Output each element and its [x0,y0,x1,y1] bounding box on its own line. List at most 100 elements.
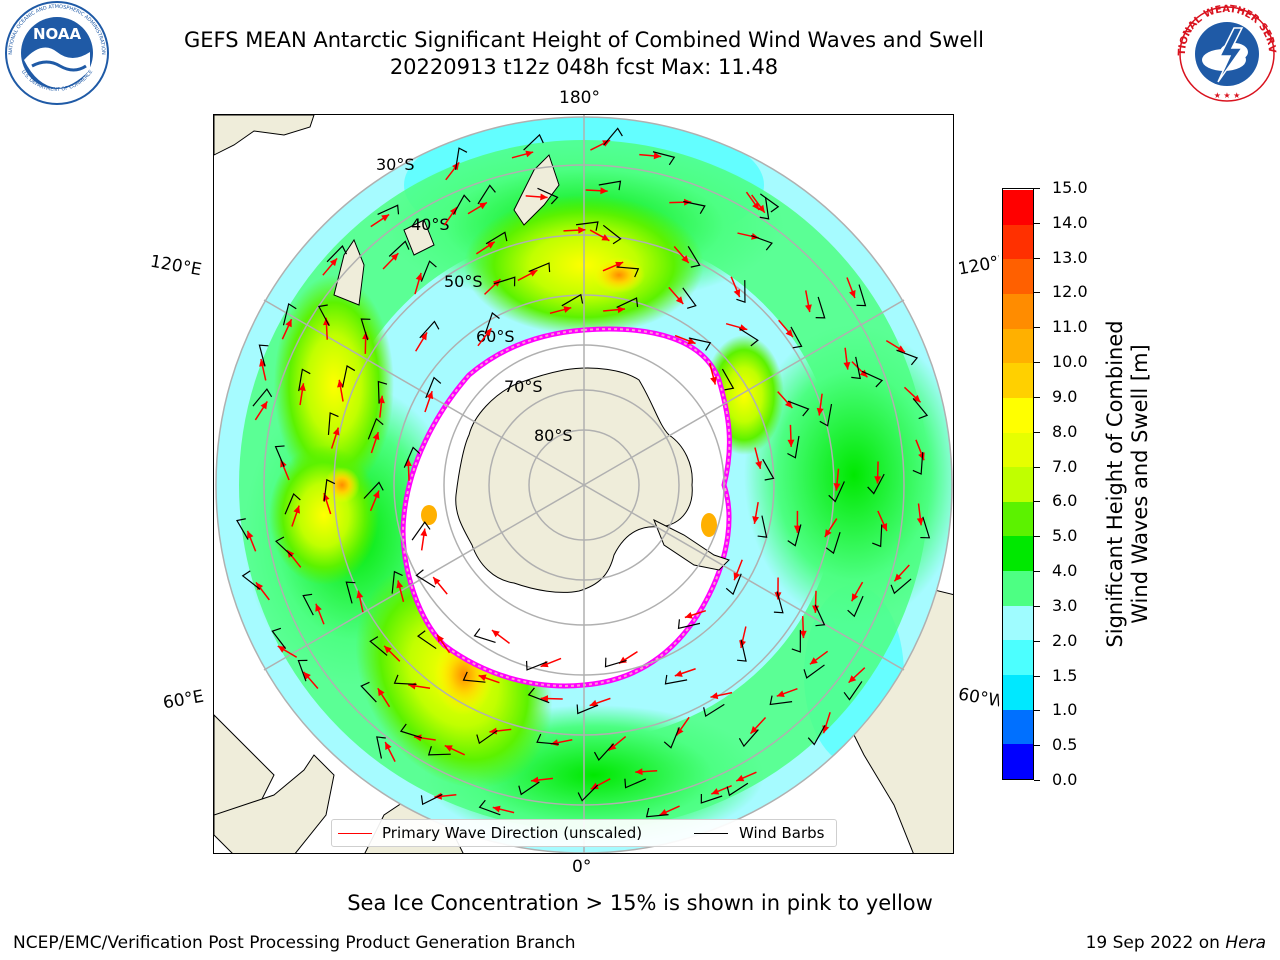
wind-barb [688,337,712,351]
colorbar-segment [1003,293,1033,329]
wave-arrow-head [484,328,492,337]
wave-arrow-head [437,634,445,643]
wind-barb [912,452,924,475]
colorbar-tick-mark [1034,501,1040,503]
wave-arrow-head [491,630,500,638]
wind-barb [738,729,759,748]
wind-barb [484,312,500,335]
colorbar-tick-label: 11.0 [1052,317,1088,337]
chart-subtitle: 20220913 t12z 048h fcst Max: 11.48 [389,55,779,79]
wind-barb [856,284,867,307]
wave-arrow-head [293,505,301,514]
colorbar-tick-label: 0.0 [1052,770,1078,789]
colorbar-segment [1003,535,1033,572]
colorbar-tick-mark [1034,188,1040,189]
wave-arrow-head [404,458,412,467]
lon-label-60e: 60°E [161,686,206,714]
wave-arrow-head [372,432,380,441]
wind-barb [791,629,801,653]
wind-barb [825,532,841,555]
noaa-logo-text: NOAA [33,25,82,43]
wind-barb [577,784,599,802]
wind-barb [757,515,768,538]
colorbar-tick-label: 8.0 [1052,421,1078,441]
wave-arrow-head [377,395,385,404]
wind-barb [275,536,293,557]
wind-barb [236,518,249,540]
wind-barb [603,127,623,146]
lat-label-30s: 30°S [376,155,415,174]
wind-barb [454,147,468,170]
wind-barb [787,400,810,417]
wind-barb [787,524,802,547]
wave-arrow-head [332,427,340,436]
wind-barb [575,221,599,231]
colorbar-tick-mark [1034,710,1040,712]
wind-barb [284,492,301,515]
wave-arrow-head [287,550,295,558]
colorbar-tick-mark [1034,431,1040,433]
wave-direction-arrows [246,139,925,816]
colorbar-tick-label: 10.0 [1052,352,1088,372]
wave-arrow-head [563,306,572,313]
wave-arrow-head [285,319,292,328]
wave-arrow-head [812,605,820,613]
colorbar-tick-mark [1034,536,1040,538]
wind-barb [477,184,496,205]
wind-barb [890,578,912,595]
wind-barb [282,302,297,326]
colorbar-segment [1003,362,1033,398]
wind-barb [476,730,498,745]
wind-barb [814,604,826,627]
wave-arrow-head [615,261,624,269]
legend-label-wave: Primary Wave Direction (unscaled) [382,824,643,842]
wind-barb [427,746,451,756]
svg-text:Wind Waves and Swell [m]: Wind Waves and Swell [m] [1128,344,1152,624]
colorbar-segment [1003,466,1033,502]
colorbar-tick-label: 2.0 [1052,630,1078,650]
colorbar-tick-mark [1034,292,1040,294]
wave-arrow-head [897,345,906,353]
wave-arrow-head [752,202,760,210]
wave-arrow-head [736,774,745,782]
wind-barb [616,297,639,308]
colorbar-tick-mark [1034,605,1040,607]
wave-arrow-head [478,202,487,210]
wind-barb [302,593,314,616]
wind-barb [478,799,501,816]
wind-barb [867,473,885,495]
wave-arrow-head [444,745,453,752]
wind-barb [258,344,269,367]
wind-barb [241,570,261,590]
wind-barb [872,524,883,548]
colorbar-segment [1003,570,1033,606]
wind-barb [360,318,371,341]
wave-arrow-head [601,234,610,241]
wind-barb [773,591,784,614]
lat-label-80s: 80°S [534,426,573,445]
wave-arrow-head [752,516,760,524]
wave-arrow-head [433,577,441,585]
wind-barb [525,660,548,671]
chart-title: GEFS MEAN Antarctic Significant Height o… [183,28,985,52]
wind-barb [912,397,929,420]
wind-barb [737,639,747,662]
wave-arrow-head [659,808,668,816]
wind-barb [736,280,746,303]
wind-barb [616,266,640,278]
wind-barb [391,570,403,594]
wind-barb [790,326,803,349]
lon-label-60w: 60°W [956,684,1002,712]
wind-barb [664,674,688,685]
wave-arrow-head [486,241,495,249]
wind-barb [576,704,599,715]
wave-arrow-head [776,690,785,697]
wave-arrow-head [675,296,684,304]
wave-arrow-head [710,376,717,385]
wave-arrow-head [298,383,306,391]
wind-barb [274,445,285,468]
wind-barb [419,320,440,339]
wind-barb [819,403,833,427]
wave-arrow-head [880,523,888,532]
wind-barb [920,516,931,539]
